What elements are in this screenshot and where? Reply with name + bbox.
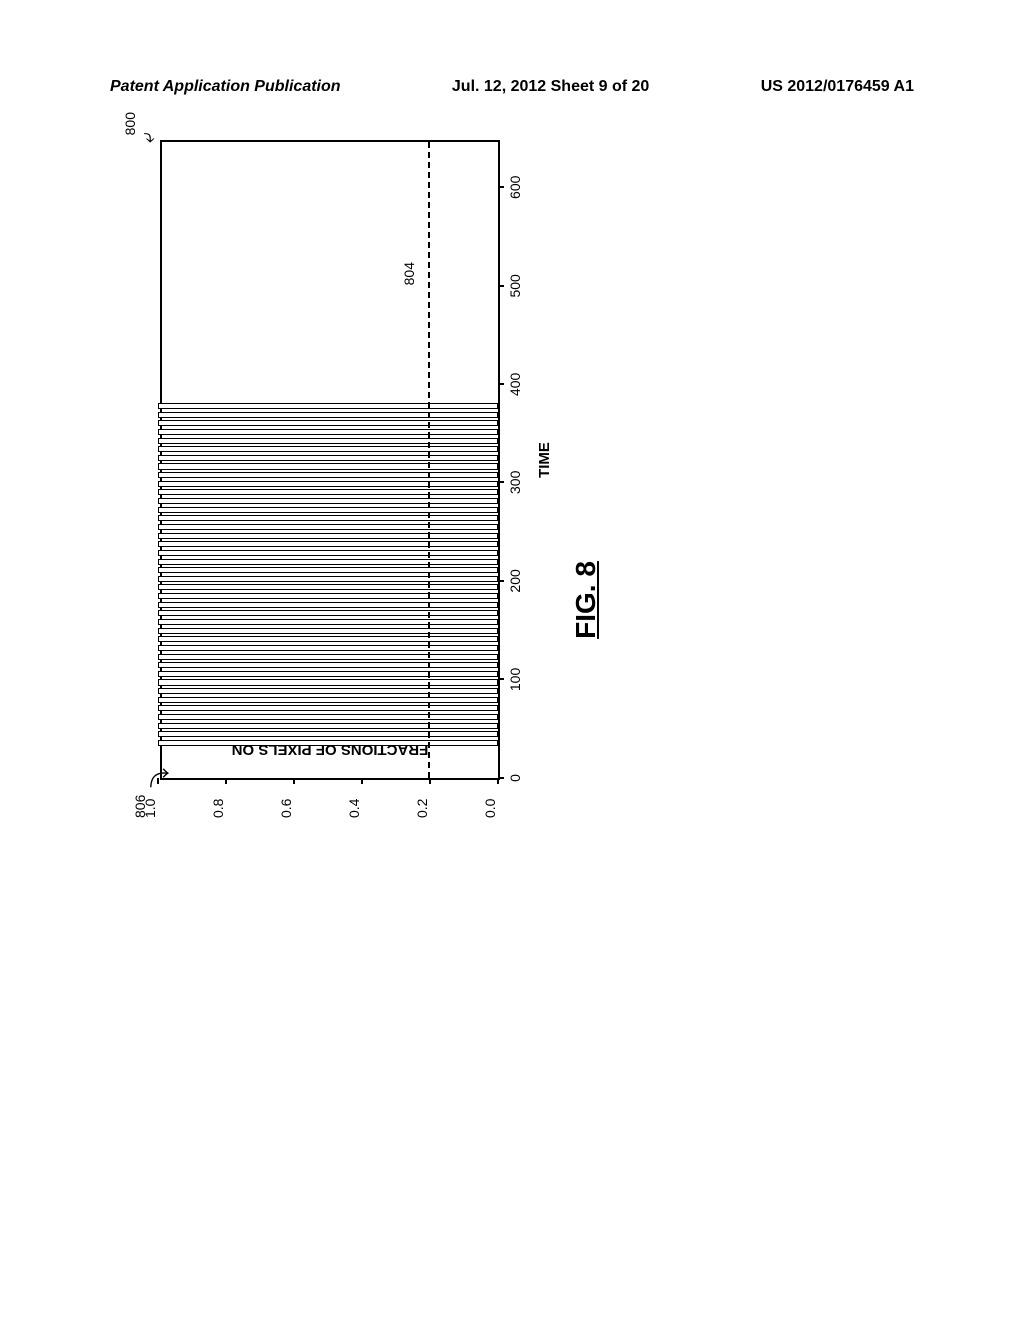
x-tick-mark bbox=[498, 678, 504, 680]
y-tick-mark bbox=[429, 778, 431, 784]
chart-bar bbox=[158, 619, 498, 625]
chart-bar bbox=[158, 697, 498, 703]
figure-caption: FIG. 8 bbox=[570, 561, 1024, 639]
chart-bar bbox=[158, 679, 498, 685]
page-header: Patent Application Publication Jul. 12, … bbox=[110, 78, 914, 96]
chart-bar bbox=[158, 714, 498, 720]
chart-bar bbox=[158, 688, 498, 694]
x-tick-label: 0 bbox=[507, 774, 523, 782]
chart-bar bbox=[158, 602, 498, 608]
chart-bar bbox=[158, 567, 498, 573]
chart-bar bbox=[158, 723, 498, 729]
threshold-line bbox=[428, 142, 430, 778]
header-center: Jul. 12, 2012 Sheet 9 of 20 bbox=[452, 78, 649, 96]
ref-806: 806 bbox=[132, 795, 148, 818]
y-tick-label: 0.8 bbox=[210, 799, 226, 818]
chart-bar bbox=[158, 576, 498, 582]
chart-bar bbox=[158, 671, 498, 677]
chart-bar bbox=[158, 645, 498, 651]
chart-bar bbox=[158, 705, 498, 711]
chart-bar bbox=[158, 507, 498, 513]
chart-bar bbox=[158, 403, 498, 409]
chart-bar bbox=[158, 446, 498, 452]
chart-bar bbox=[158, 438, 498, 444]
ref-804: 804 bbox=[401, 262, 417, 285]
y-tick-mark bbox=[225, 778, 227, 784]
chart-bar bbox=[158, 472, 498, 478]
y-tick-label: 0.6 bbox=[278, 799, 294, 818]
figure-8: FRACTIONS OF PIXELS ON TIME 0.00.20.40.6… bbox=[60, 340, 960, 860]
y-tick-label: 0.2 bbox=[414, 799, 430, 818]
chart-bar bbox=[158, 515, 498, 521]
x-tick-label: 300 bbox=[507, 471, 523, 494]
x-axis-label: TIME bbox=[536, 442, 553, 478]
ref-800: 800 bbox=[122, 112, 138, 135]
header-right: US 2012/0176459 A1 bbox=[761, 78, 914, 96]
x-tick-label: 600 bbox=[507, 176, 523, 199]
chart-bar bbox=[158, 654, 498, 660]
chart-bar bbox=[158, 593, 498, 599]
chart-bar bbox=[158, 498, 498, 504]
ref-806-bracket: ⤵ bbox=[144, 768, 173, 788]
x-tick-mark bbox=[498, 777, 504, 779]
chart-bar bbox=[158, 489, 498, 495]
header-left: Patent Application Publication bbox=[110, 78, 341, 96]
x-tick-label: 200 bbox=[507, 569, 523, 592]
chart-bar bbox=[158, 455, 498, 461]
x-tick-mark bbox=[498, 383, 504, 385]
y-tick-mark bbox=[293, 778, 295, 784]
chart-bar bbox=[158, 429, 498, 435]
chart-bar bbox=[158, 740, 498, 746]
chart-bar bbox=[158, 463, 498, 469]
chart-bar bbox=[158, 584, 498, 590]
chart-bar bbox=[158, 559, 498, 565]
y-tick-label: 0.0 bbox=[482, 799, 498, 818]
x-tick-label: 500 bbox=[507, 274, 523, 297]
y-tick-label: 0.4 bbox=[346, 799, 362, 818]
chart-bar bbox=[158, 524, 498, 530]
x-tick-mark bbox=[498, 481, 504, 483]
ref-800-bracket: ⤶ bbox=[137, 132, 160, 143]
chart-plot-area: FRACTIONS OF PIXELS ON TIME 0.00.20.40.6… bbox=[160, 140, 500, 780]
chart-bar bbox=[158, 636, 498, 642]
chart-bar bbox=[158, 550, 498, 556]
chart-bar bbox=[158, 731, 498, 737]
chart-bar bbox=[158, 412, 498, 418]
chart-bar bbox=[158, 662, 498, 668]
chart-bar bbox=[158, 481, 498, 487]
y-tick-mark bbox=[361, 778, 363, 784]
chart-bar bbox=[158, 420, 498, 426]
chart-bar bbox=[158, 533, 498, 539]
chart-bar bbox=[158, 628, 498, 634]
chart-bar bbox=[158, 610, 498, 616]
x-tick-mark bbox=[498, 285, 504, 287]
x-tick-mark bbox=[498, 580, 504, 582]
x-tick-label: 100 bbox=[507, 668, 523, 691]
x-tick-mark bbox=[498, 186, 504, 188]
chart-bar bbox=[158, 541, 498, 547]
x-tick-label: 400 bbox=[507, 373, 523, 396]
